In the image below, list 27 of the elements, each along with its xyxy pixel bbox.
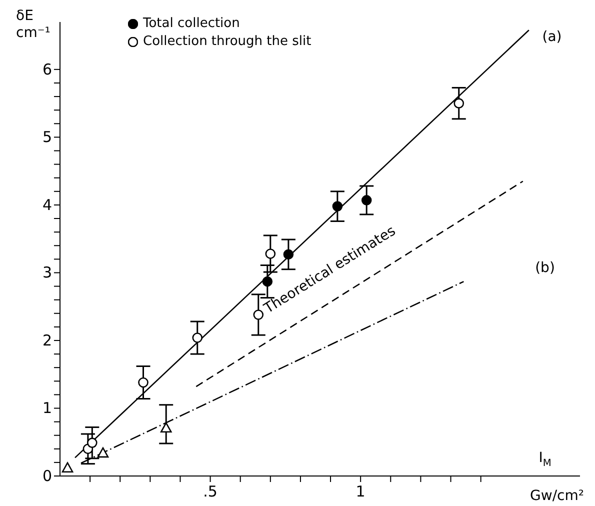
y-tick-label: 1 (42, 399, 52, 418)
point (160, 422, 172, 433)
y-tick-label: 3 (42, 264, 52, 282)
annotation: (b) (535, 260, 555, 276)
point (332, 201, 343, 212)
point (87, 438, 98, 448)
point (192, 332, 203, 343)
annotation: (a) (542, 28, 562, 45)
annotation: I$_{M}$ (538, 450, 552, 470)
point (253, 310, 264, 320)
point (283, 249, 294, 260)
point (62, 462, 74, 473)
point (361, 195, 372, 206)
y-tick-label: 6 (42, 60, 52, 78)
x-tick-label: .5 (203, 482, 218, 501)
point (454, 98, 464, 108)
point (138, 377, 148, 388)
legend-label: Total collection (143, 16, 240, 31)
y-tick-label: 2 (42, 331, 52, 350)
y-tick-label: 5 (42, 128, 52, 146)
legend-label: Collection through the slit (143, 34, 312, 49)
y-tick-label: 0 (42, 467, 52, 485)
y-tick-label: 4 (42, 196, 52, 214)
x-axis-title: Gw/cm² (530, 488, 584, 504)
point (97, 447, 109, 458)
y-axis-title: δE cm⁻¹ (16, 8, 50, 42)
point (265, 248, 276, 259)
